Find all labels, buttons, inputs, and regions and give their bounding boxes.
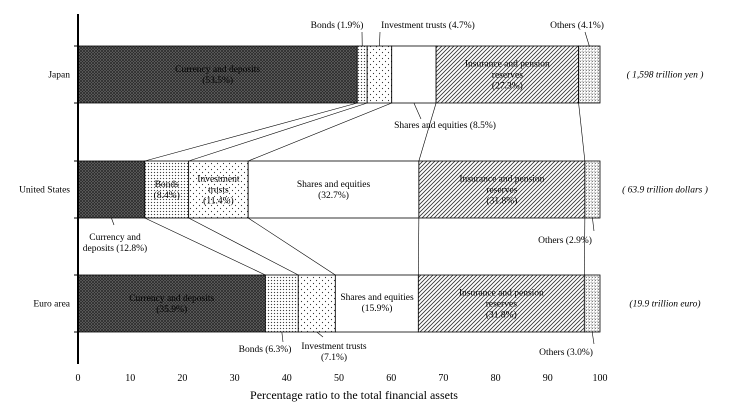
bar-japan-others xyxy=(578,45,601,104)
connector-line xyxy=(578,102,586,162)
x-tick-label: 30 xyxy=(230,373,240,384)
axes: 0 10 20 30 40 50 60 70 80 90 100 Percentage ratio t… xyxy=(74,14,608,402)
x-tick-label: 80 xyxy=(491,373,501,384)
label-euro-area-bonds: Bonds (6.3%) xyxy=(239,344,292,355)
leader-line xyxy=(584,31,590,47)
label-japan-insurance-and-pension-reserves: Insurance and pension reserves (27.3%) xyxy=(465,60,550,92)
leader-line xyxy=(281,331,284,343)
x-tick-label: 70 xyxy=(438,373,448,384)
x-tick-label: 0 xyxy=(76,373,81,384)
bar-united-states-insurance-and-pension-reserves xyxy=(418,160,586,219)
label-japan-shares-and-equities: Shares and equities (8.5%) xyxy=(394,120,496,131)
leader-line xyxy=(111,217,115,226)
connector-line xyxy=(584,217,586,276)
label-japan-currency-and-deposits: Currency and deposits (53.5%) xyxy=(175,65,260,86)
leader-line xyxy=(379,31,381,47)
total-label-euro-area: (19.9 trillion euro) xyxy=(629,299,700,310)
label-united-states-investment-trusts: Investment trusts (11.4%) xyxy=(197,175,240,207)
bar-united-states-investment-trusts xyxy=(188,160,249,219)
leader-line xyxy=(591,331,595,345)
total-label-japan: ( 1,598 trillion yen ) xyxy=(627,70,704,81)
connector-line xyxy=(418,102,437,162)
label-japan-bonds: Bonds (1.9%) xyxy=(311,20,364,31)
connector-line xyxy=(144,102,358,162)
label-united-states-shares-and-equities: Shares and equities (32.7%) xyxy=(297,180,371,201)
label-euro-area-others: Others (3.0%) xyxy=(539,347,593,358)
x-tick-label: 10 xyxy=(125,373,135,384)
bar-united-states-currency-and-deposits xyxy=(77,160,146,219)
category-label-united-states: United States xyxy=(19,186,70,196)
label-euro-area-insurance-and-pension-reserves: Insurance and pension reserves (31.8%) xyxy=(459,289,544,321)
bar-euro-area-bonds xyxy=(264,274,299,333)
x-axis-title: Percentage ratio to the total financial … xyxy=(250,388,458,402)
label-japan-investment-trusts: Investment trusts (4.7%) xyxy=(381,20,475,31)
bar-euro-area-others xyxy=(583,274,601,333)
bar-euro-area-investment-trusts xyxy=(297,274,336,333)
connector-line xyxy=(418,217,420,276)
bar-japan-shares-and-equities xyxy=(391,45,437,104)
x-tick-label: 60 xyxy=(386,373,396,384)
bar-japan-investment-trusts xyxy=(366,45,393,104)
label-united-states-currency-and-deposits: Currency and deposits (12.8%) xyxy=(83,233,147,254)
total-label-united-states: ( 63.9 trillion dollars ) xyxy=(622,185,708,196)
leader-line xyxy=(592,217,595,232)
x-tick-label: 20 xyxy=(177,373,187,384)
leader-line xyxy=(413,102,422,120)
leader-line xyxy=(316,331,324,338)
label-united-states-others: Others (2.9%) xyxy=(538,235,592,246)
label-euro-area-currency-and-deposits: Currency and deposits (35.9%) xyxy=(129,294,214,315)
x-tick-label: 100 xyxy=(593,373,608,384)
bars-layer xyxy=(77,45,601,333)
category-label-euro-area: Euro area xyxy=(33,300,70,310)
bar-japan-insurance-and-pension-reserves xyxy=(435,45,579,104)
category-label-japan: Japan xyxy=(48,71,70,81)
label-united-states-bonds: Bonds (8.4%) xyxy=(154,180,180,201)
bar-euro-area-insurance-and-pension-reserves xyxy=(417,274,585,333)
bar-united-states-shares-and-equities xyxy=(247,160,420,219)
bar-japan-bonds xyxy=(356,45,368,104)
segment-labels: Japan ( 1,598 trillion yen ) United States… xyxy=(19,20,708,363)
connector-line xyxy=(188,217,299,276)
connector-lines xyxy=(144,102,586,276)
x-tick-label: 90 xyxy=(543,373,553,384)
bar-united-states-bonds xyxy=(144,160,190,219)
label-euro-area-investment-trusts: Investment trusts (7.1%) xyxy=(301,342,366,363)
connector-line xyxy=(248,102,392,162)
bar-united-states-others xyxy=(584,160,601,219)
x-tick-label: 40 xyxy=(282,373,292,384)
label-united-states-insurance-and-pension-reserves: Insurance and pension reserves (31.8%) xyxy=(459,175,544,207)
label-japan-others: Others (4.1%) xyxy=(550,20,604,31)
connector-line xyxy=(144,217,266,276)
connector-line xyxy=(188,102,368,162)
connector-line xyxy=(248,217,336,276)
bar-euro-area-shares-and-equities xyxy=(334,274,419,333)
label-euro-area-shares-and-equities: Shares and equities (15.9%) xyxy=(340,293,414,314)
bar-japan-currency-and-deposits xyxy=(77,45,358,104)
x-tick-label: 50 xyxy=(334,373,344,384)
